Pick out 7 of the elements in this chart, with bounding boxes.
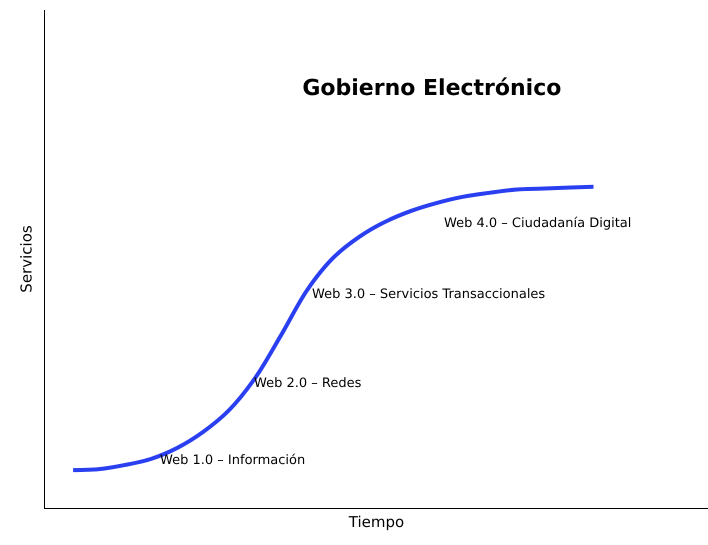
chart-title: Gobierno Electrónico: [302, 76, 562, 101]
annotation: Web 1.0 – Información: [160, 453, 306, 468]
y-axis-title: Servicios: [17, 225, 36, 293]
annotation: Web 4.0 – Ciudadanía Digital: [444, 216, 632, 231]
annotation: Web 3.0 – Servicios Transaccionales: [312, 287, 546, 302]
annotation: Web 2.0 – Redes: [254, 376, 362, 391]
x-axis-title: Tiempo: [348, 513, 404, 531]
